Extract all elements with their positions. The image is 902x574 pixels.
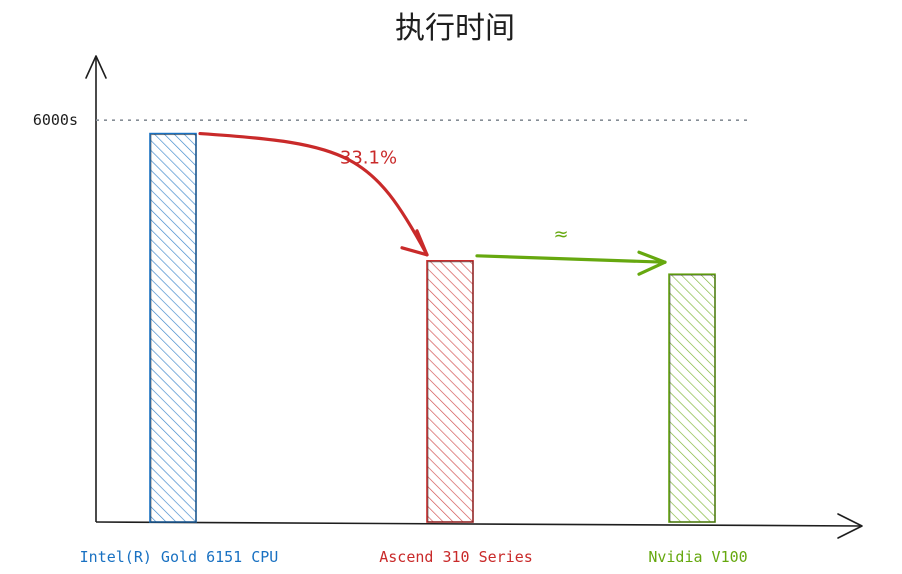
- category-labels-group: Intel(R) Gold 6151 CPU Ascend 310 Series N…: [80, 548, 748, 566]
- annotation-arrow-line: [475, 254, 667, 264]
- annotation-arrow-1: 33.1%: [198, 131, 429, 257]
- bar-1: [149, 132, 197, 523]
- y-axis-arrow-icon: [85, 55, 107, 79]
- bar-fill: [427, 260, 473, 522]
- bar-fill: [669, 274, 715, 522]
- arrow-head-icon: [637, 250, 667, 276]
- bar-3: [668, 273, 716, 523]
- arrow-head-icon: [400, 229, 429, 257]
- bars-group: [149, 132, 716, 523]
- bar-sketch-outline: [669, 274, 716, 523]
- bar-sketch-outline: [150, 134, 197, 523]
- annotations-group: 33.1% ≈: [198, 131, 667, 276]
- category-label-3: Nvidia V100: [648, 548, 747, 566]
- axes: [85, 55, 863, 539]
- chart-title: 执行时间: [395, 11, 515, 46]
- annotation-arrow-line: [198, 131, 429, 257]
- category-label-1: Intel(R) Gold 6151 CPU: [80, 548, 279, 566]
- annotation-label-1: 33.1%: [340, 148, 397, 169]
- bar-fill: [150, 133, 196, 523]
- x-axis-line: [95, 521, 863, 527]
- bar-2: [426, 260, 474, 523]
- annotation-arrow-2: ≈: [475, 224, 667, 276]
- annotation-label-2: ≈: [553, 224, 568, 245]
- reference-line-group: 6000s: [33, 111, 752, 129]
- x-axis-arrow-icon: [837, 513, 863, 539]
- reference-line-label: 6000s: [33, 111, 78, 129]
- bar-sketch-outline: [427, 261, 474, 523]
- category-label-2: Ascend 310 Series: [379, 548, 533, 566]
